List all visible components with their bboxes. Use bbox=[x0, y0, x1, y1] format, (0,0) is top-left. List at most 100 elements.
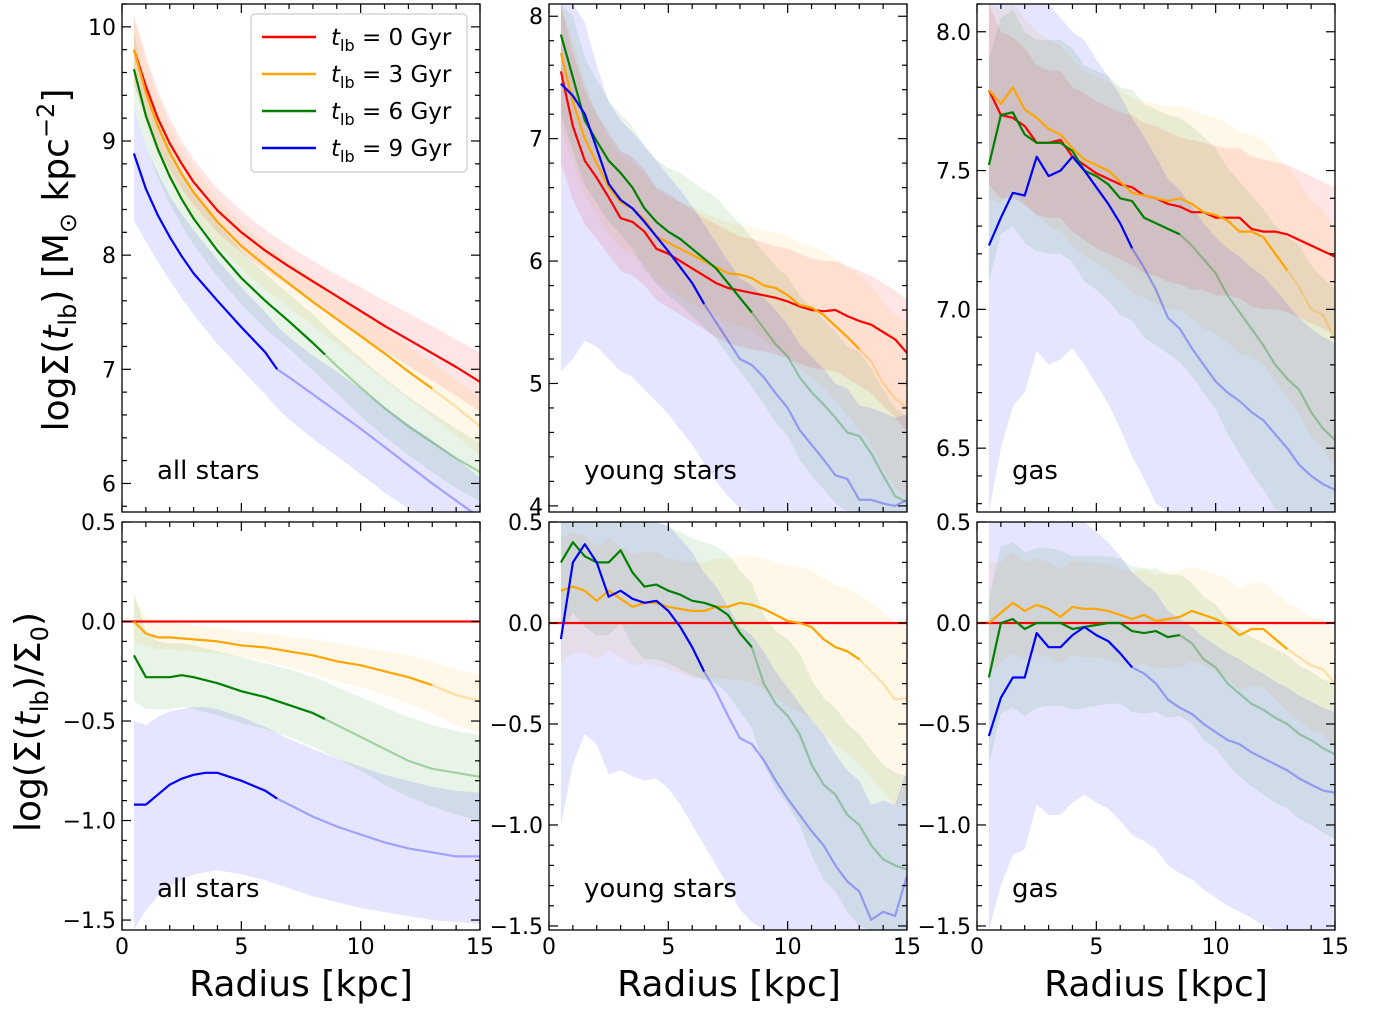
panel-bottom-right: 0 5 10 15 −1.5 −1.0 −0.5 0.0 0.5 gas bbox=[918, 511, 1349, 960]
axes-frame bbox=[121, 3, 481, 513]
axes-frame bbox=[548, 521, 908, 931]
line-t3 bbox=[133, 620, 433, 687]
line-t3 bbox=[988, 601, 1289, 651]
band-t6 bbox=[133, 32, 480, 502]
y-tick-label: −1.5 bbox=[63, 909, 116, 934]
line-faded-t9 bbox=[1131, 666, 1335, 794]
x-tick-label: 15 bbox=[466, 935, 494, 960]
line-faded-t3 bbox=[858, 348, 907, 409]
panel-annotation: gas bbox=[1012, 874, 1058, 904]
y-tick-label: −1.5 bbox=[918, 915, 971, 940]
legend-label: tlb = 9 Gyr bbox=[331, 136, 452, 166]
legend-entry-t6: tlb = 6 Gyr bbox=[262, 99, 452, 129]
y-tick-label: 6.5 bbox=[936, 437, 971, 462]
y-tick-label: 9 bbox=[102, 130, 116, 155]
axes-frame bbox=[976, 3, 1336, 513]
line-t3 bbox=[132, 49, 433, 390]
y-tick-label: −0.5 bbox=[918, 713, 971, 738]
x-tick-label: 15 bbox=[1321, 935, 1349, 960]
line-faded-t6 bbox=[1179, 634, 1335, 756]
y-tick-label: −0.5 bbox=[63, 710, 116, 735]
line-t9 bbox=[559, 543, 706, 672]
line-t6 bbox=[559, 541, 753, 648]
panel-annotation: gas bbox=[1012, 456, 1058, 486]
line-faded-t9 bbox=[276, 368, 474, 512]
plot-area bbox=[122, 591, 480, 930]
y-tick-label: 6 bbox=[102, 472, 116, 497]
line-faded-t3 bbox=[431, 387, 480, 428]
x-tick-label: 0 bbox=[542, 935, 556, 960]
x-tick-label: 15 bbox=[893, 935, 921, 960]
band-t9 bbox=[988, 4, 1335, 512]
panel-annotation: young stars bbox=[584, 456, 737, 486]
y-tick-label: 5 bbox=[529, 372, 543, 397]
x-axis-label-middle: Radius [kpc] bbox=[617, 964, 841, 1005]
line-t9 bbox=[560, 82, 706, 305]
y-tick-label: −1.0 bbox=[63, 810, 116, 835]
plot-area bbox=[559, 4, 907, 512]
line-t3 bbox=[560, 585, 860, 661]
x-tick-label: 10 bbox=[774, 935, 802, 960]
line-faded-t9 bbox=[276, 797, 480, 858]
line-t3 bbox=[988, 86, 1289, 272]
line-faded-t3 bbox=[431, 684, 480, 703]
plot-area bbox=[549, 522, 907, 930]
y-tick-label: 7.5 bbox=[936, 160, 971, 185]
line-faded-t6 bbox=[1179, 233, 1335, 441]
x-tick-label: 0 bbox=[970, 935, 984, 960]
x-tick-label: 0 bbox=[115, 935, 129, 960]
band-t0 bbox=[988, 4, 1335, 335]
panel-annotation: all stars bbox=[157, 874, 260, 904]
y-tick-label: 6 bbox=[529, 250, 543, 275]
legend-label: tlb = 0 Gyr bbox=[331, 25, 452, 55]
line-faded-t3 bbox=[858, 658, 907, 701]
legend-entry-t0: tlb = 0 Gyr bbox=[262, 25, 452, 55]
band-t3 bbox=[988, 4, 1335, 471]
plot-area bbox=[987, 4, 1335, 512]
legend-label: tlb = 6 Gyr bbox=[331, 99, 452, 129]
line-faded-t9 bbox=[1131, 247, 1335, 491]
x-tick-label: 5 bbox=[234, 935, 248, 960]
band-t9 bbox=[560, 4, 907, 512]
y-tick-label: 8 bbox=[102, 244, 116, 269]
plot-area bbox=[977, 522, 1335, 930]
line-faded-t9 bbox=[703, 670, 907, 922]
band-t6 bbox=[988, 542, 1335, 840]
y-tick-label: 0.0 bbox=[508, 612, 543, 637]
panel-bottom-left: 0 5 10 15 −1.5 −1.0 −0.5 0.0 0.5 all stars bbox=[63, 511, 494, 960]
panel-top-middle: 4 5 6 7 8 young stars bbox=[529, 3, 908, 520]
panel-top-left: 6 7 8 9 10 all stars bbox=[88, 3, 481, 513]
axes-frame bbox=[976, 521, 1336, 931]
band-t3 bbox=[133, 15, 480, 455]
band-t6 bbox=[133, 591, 480, 821]
panel-annotation: all stars bbox=[157, 456, 260, 486]
y-tick-label: 8.0 bbox=[936, 21, 971, 46]
panels: 6 7 8 9 10 all stars 4 5 6 7 8 young stars 6.5 7.0 7.5… bbox=[63, 3, 1349, 960]
legend-label: tlb = 3 Gyr bbox=[331, 62, 452, 92]
y-tick-label: 0.0 bbox=[936, 612, 971, 637]
x-axis-label-left: Radius [kpc] bbox=[189, 964, 413, 1005]
y-tick-label: −1.5 bbox=[490, 915, 543, 940]
band-t6 bbox=[560, 4, 907, 512]
line-faded-t6 bbox=[324, 353, 480, 473]
line-faded-t6 bbox=[751, 311, 907, 504]
panel-annotation: young stars bbox=[584, 874, 737, 904]
line-t6 bbox=[132, 68, 326, 356]
y-tick-label: −1.0 bbox=[490, 814, 543, 839]
legend: tlb = 0 Gyr tlb = 3 Gyr tlb = 6 Gyr tlb = 9… bbox=[250, 13, 468, 173]
y-tick-label: 0.0 bbox=[81, 611, 116, 636]
line-faded-t6 bbox=[750, 646, 907, 871]
plot-area bbox=[132, 15, 480, 512]
line-faded-t3 bbox=[1286, 648, 1335, 685]
legend-entry-t3: tlb = 3 Gyr bbox=[262, 62, 452, 92]
y-tick-label: 7 bbox=[102, 358, 116, 383]
band-t0 bbox=[560, 4, 907, 433]
line-t9 bbox=[133, 771, 278, 806]
legend-box bbox=[250, 13, 468, 173]
line-faded-t9 bbox=[703, 303, 907, 507]
x-axis-label-right: Radius [kpc] bbox=[1044, 964, 1268, 1005]
line-t0 bbox=[132, 49, 480, 383]
line-t6 bbox=[132, 654, 326, 720]
